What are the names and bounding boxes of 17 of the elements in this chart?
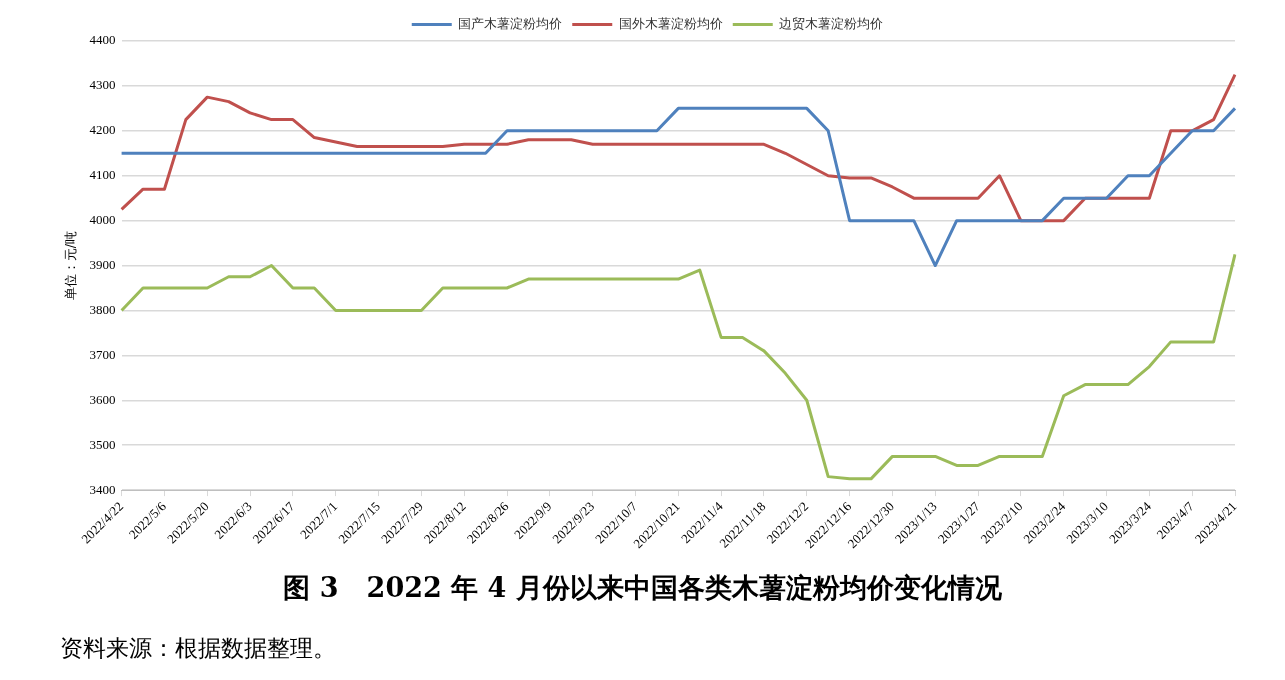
y-tick-label: 3400 (89, 481, 116, 497)
legend-label: 国外木薯淀粉均价 (618, 15, 723, 31)
y-tick-label: 4000 (89, 212, 116, 228)
y-tick-label: 3500 (89, 436, 116, 452)
text: 资料来源：根据数据整理。 (60, 634, 336, 663)
legend-label: 边贸木薯淀粉均价 (779, 15, 884, 31)
legend-label: 国产木薯淀粉均价 (458, 15, 563, 31)
y-tick-label: 3700 (89, 346, 116, 362)
y-tick-label: 3600 (89, 391, 116, 407)
y-tick-label: 3800 (89, 301, 116, 317)
y-tick-label: 4300 (89, 77, 116, 93)
y-tick-label: 4100 (89, 167, 116, 183)
y-axis-title: 单位：元/吨 (63, 230, 79, 301)
y-tick-label: 4400 (89, 32, 116, 48)
y-tick-label: 4200 (89, 122, 116, 138)
y-tick-label: 3900 (89, 256, 116, 272)
text: 图 3 2022 年 4 月份以来中国各类木薯淀粉均价变化情况 (282, 571, 1003, 605)
